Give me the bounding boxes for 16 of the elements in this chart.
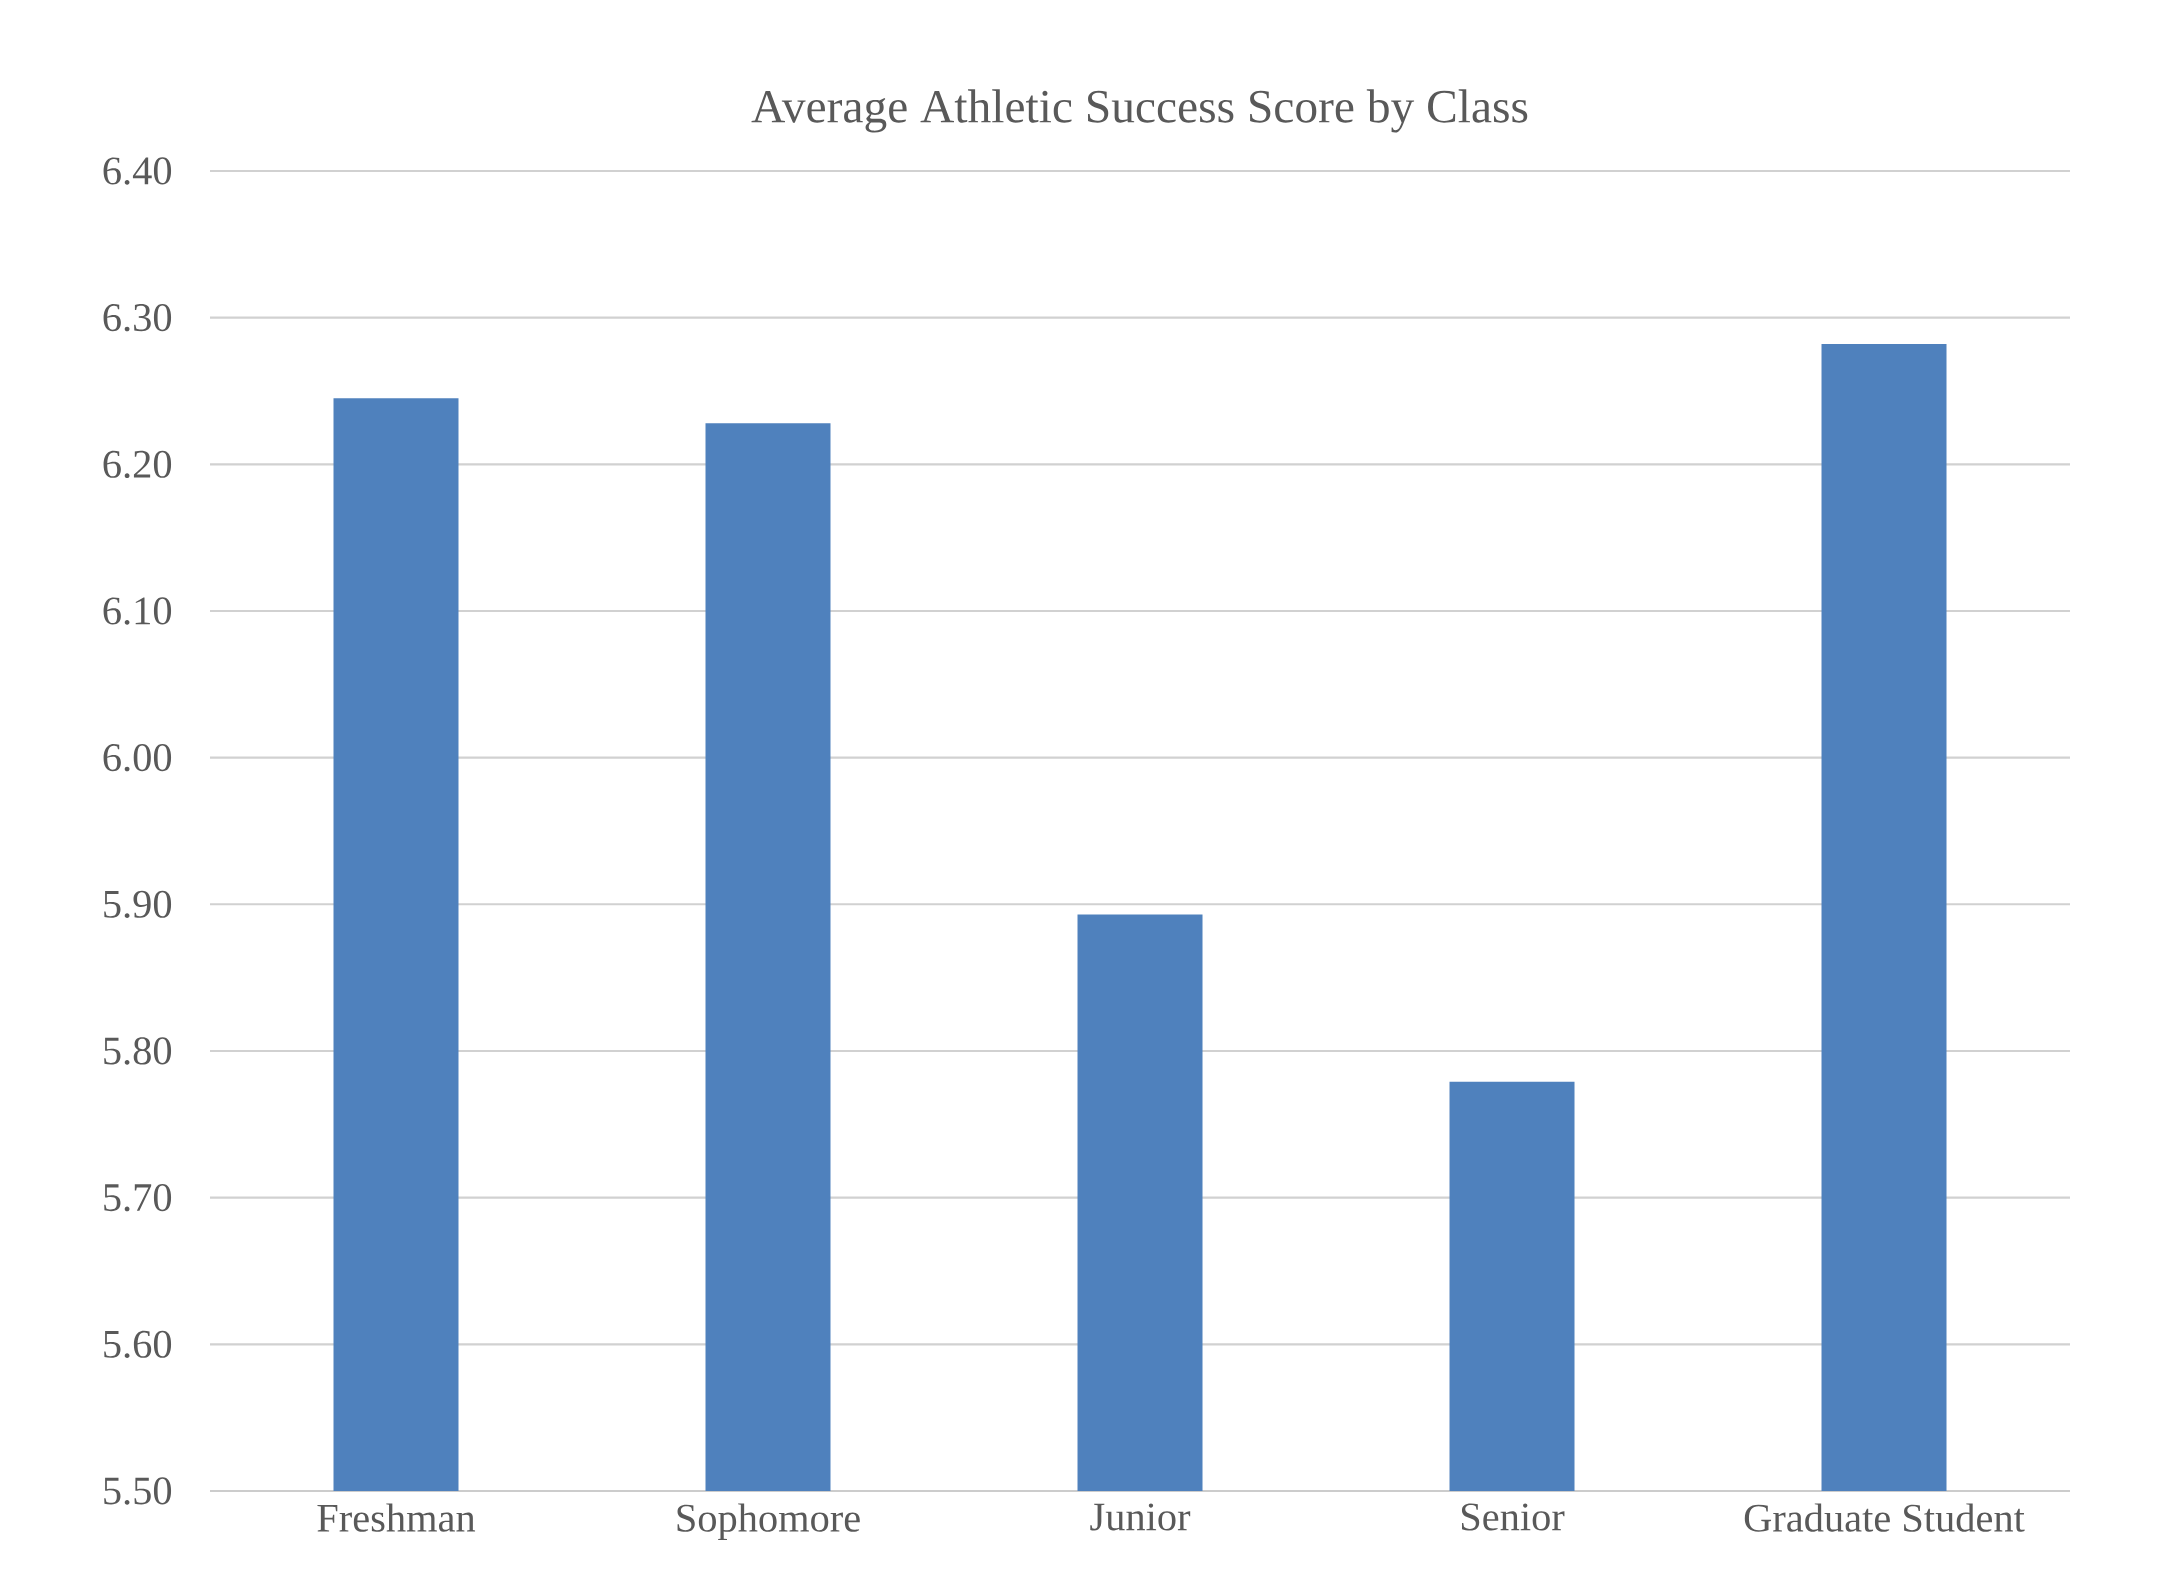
y-tick-label: 6.10 [103,597,172,625]
y-tick-label: 6.30 [103,303,172,332]
x-tick-label: Junior [1090,1503,1191,1531]
x-tick-label: Senior [1461,1503,1565,1531]
x-tick-label: Freshman [317,1503,476,1532]
y-tick-label: 5.70 [104,1183,172,1212]
chart-title: Average Athletic Success Score by Class [751,89,1528,133]
y-tick-label: 6.00 [103,743,172,772]
x-tick-label: Sophomore [677,1503,860,1541]
y-tick-label: 6.20 [103,450,172,479]
x-tick-label: Graduate Student [1744,1503,2025,1532]
y-tick-label: 5.60 [104,1330,172,1359]
y-tick-label: 6.40 [103,157,172,185]
y-tick-label: 5.90 [104,890,172,919]
y-tick-label: 5.50 [104,1477,172,1505]
y-tick-label: 5.80 [104,1037,172,1065]
